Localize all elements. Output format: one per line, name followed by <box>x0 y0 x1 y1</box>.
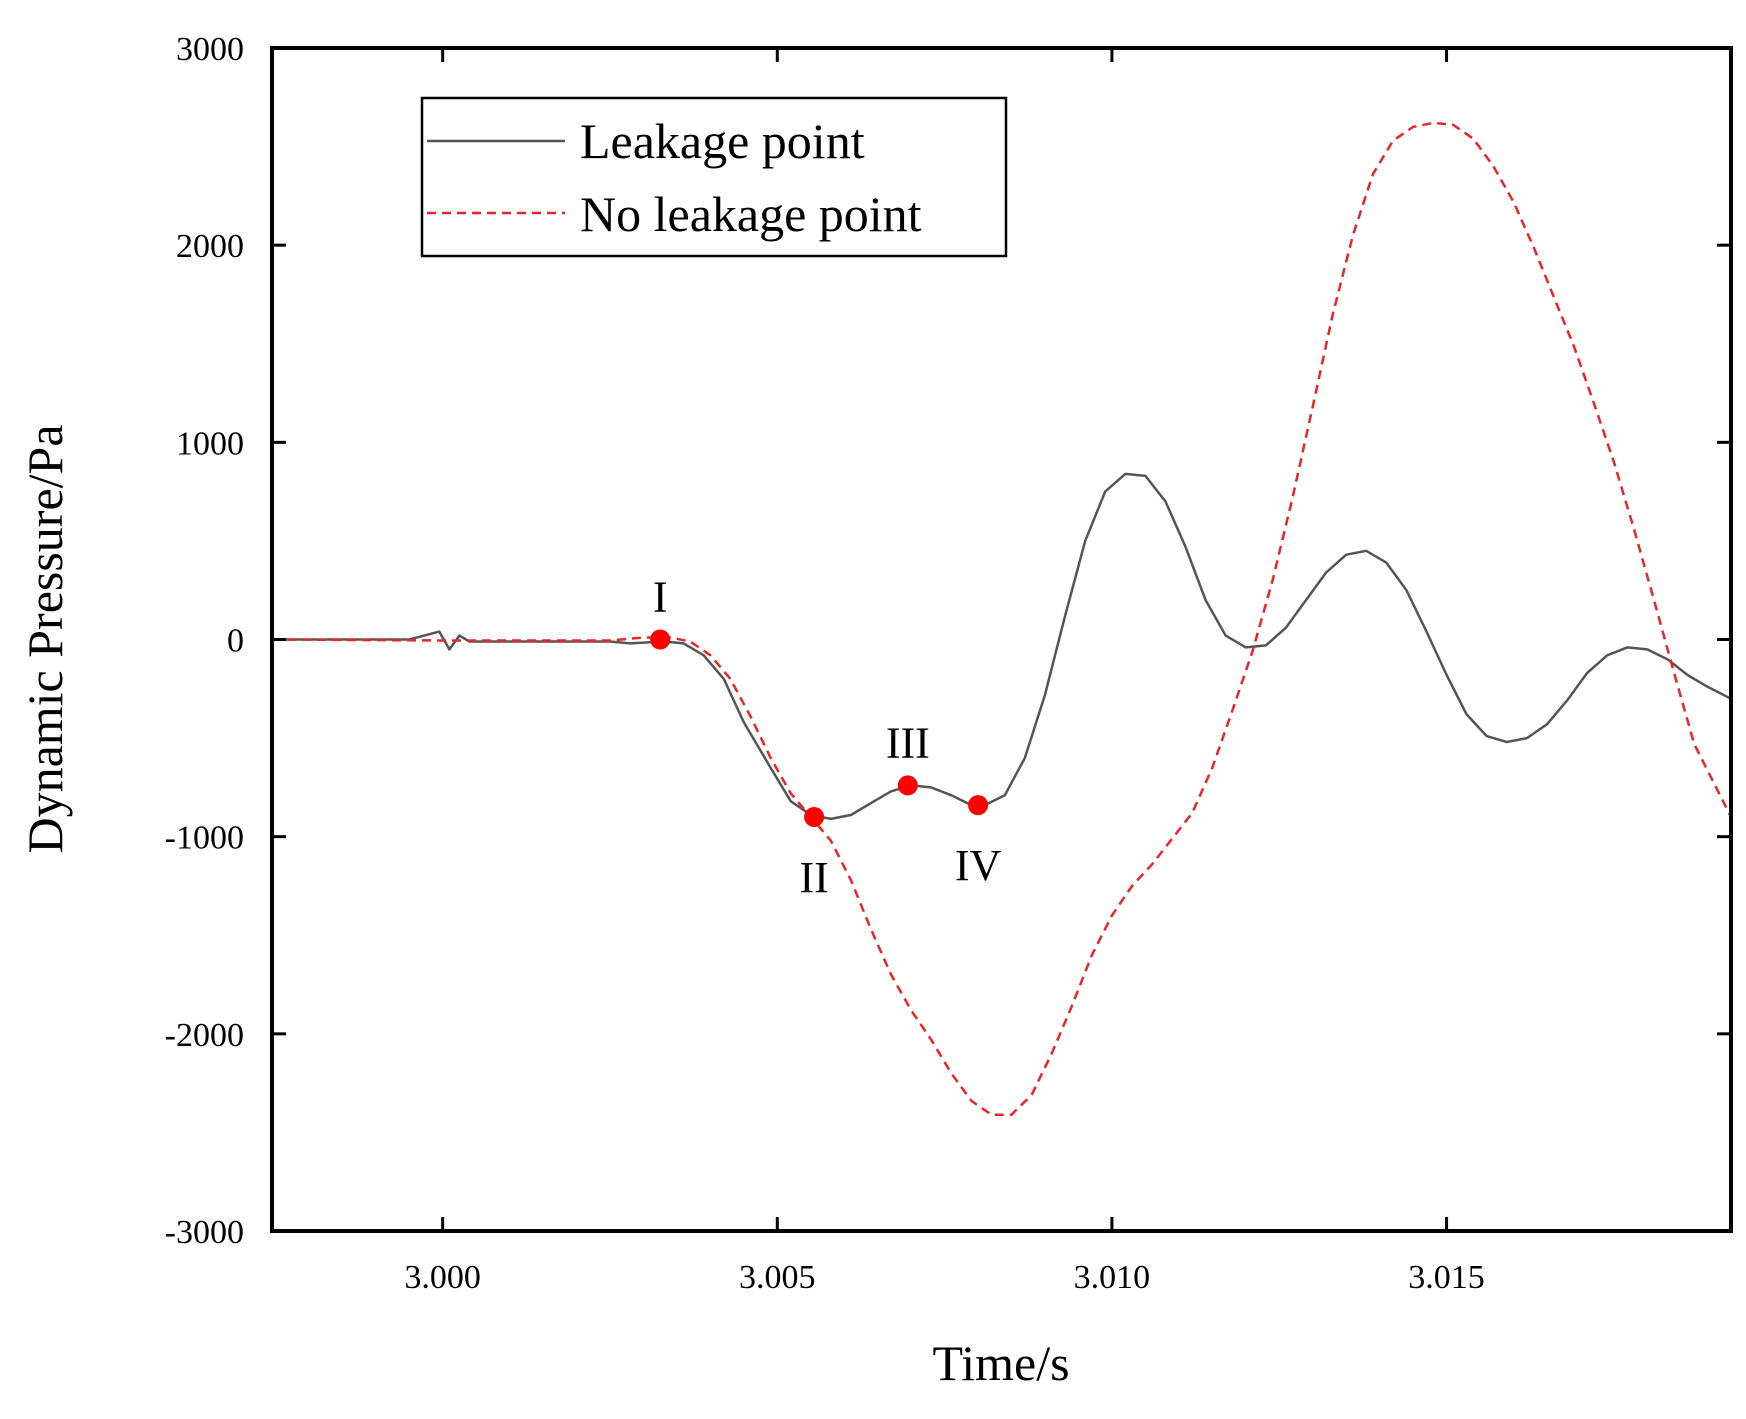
marker-point-1 <box>804 806 825 827</box>
y-tick-label-4: -1000 <box>165 820 244 857</box>
legend-label-leakage: Leakage point <box>580 113 865 169</box>
marker-point-0 <box>650 629 671 650</box>
y-tick-label-3: 0 <box>227 623 244 660</box>
plot-lines <box>271 121 1733 1116</box>
legend-label-no-leakage: No leakage point <box>580 186 922 242</box>
x-tick-label-3: 3.015 <box>1408 1259 1485 1296</box>
x-axis-title: Time/s <box>932 1335 1069 1391</box>
marker-point-2 <box>897 775 918 796</box>
x-tick-label-0: 3.000 <box>404 1259 481 1296</box>
y-tick-label-1: 2000 <box>176 228 244 265</box>
marker-point-3 <box>968 795 989 816</box>
legend: Leakage point No leakage point <box>420 96 1008 258</box>
y-tick-label-0: 3000 <box>176 31 244 68</box>
series-line-1 <box>271 121 1733 1116</box>
ticks: 3.000 3.005 3.010 3.015 3000 2000 1000 0 -1000 -2… <box>165 31 1731 1296</box>
x-tick-label-2: 3.010 <box>1074 1259 1151 1296</box>
marker-label-0: I <box>653 573 668 622</box>
y-axis-title: Dynamic Pressure/Pa <box>17 424 73 853</box>
y-tick-label-2: 1000 <box>176 425 244 462</box>
y-tick-label-6: -3000 <box>165 1214 244 1251</box>
x-tick-label-1: 3.005 <box>739 1259 816 1296</box>
marker-label-3: IV <box>955 841 1002 890</box>
y-tick-label-5: -2000 <box>165 1017 244 1054</box>
marker-label-1: II <box>799 853 828 902</box>
legend-box <box>420 96 1008 258</box>
marker-label-2: III <box>886 718 930 767</box>
series-line-0 <box>272 472 1732 821</box>
